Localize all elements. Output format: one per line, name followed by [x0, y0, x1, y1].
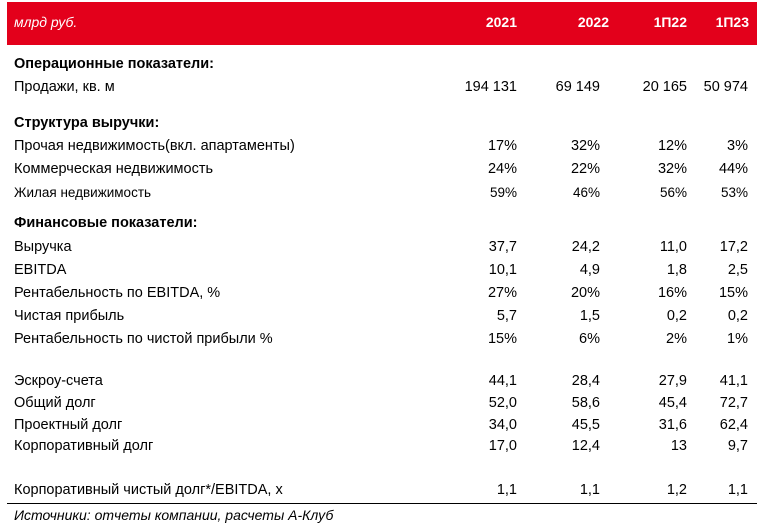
col-header-1p22: 1П22 [653, 14, 687, 30]
table-row: Жилая недвижимость 59% 46% 56% 53% [14, 185, 748, 200]
section-title-financial: Финансовые показатели: [14, 215, 198, 231]
table-row: Проектный долг 34,0 45,5 31,6 62,4 [14, 417, 748, 433]
source-note: Источники: отчеты компании, расчеты А-Кл… [14, 507, 334, 523]
table-row: Продажи, кв. м 194 131 69 149 20 165 50 … [14, 79, 748, 95]
table-row: Рентабельность по чистой прибыли % 15% 6… [14, 331, 748, 347]
table-row: Эскроу-счета 44,1 28,4 27,9 41,1 [14, 373, 748, 389]
table-row: Корпоративный чистый долг*/EBITDA, x 1,1… [14, 482, 748, 498]
section-title-operational: Операционные показатели: [14, 56, 215, 72]
table-row: Коммерческая недвижимость 24% 22% 32% 44… [14, 161, 748, 177]
col-header-2022: 2022 [577, 14, 609, 30]
table-row: Прочая недвижимость(вкл. апартаменты) 17… [14, 138, 748, 154]
col-header-1p23: 1П23 [715, 14, 749, 30]
table-row: Общий долг 52,0 58,6 45,4 72,7 [14, 395, 748, 411]
table-row: Рентабельность по EBITDA, % 27% 20% 16% … [14, 285, 748, 301]
table-row: EBITDA 10,1 4,9 1,8 2,5 [14, 262, 748, 278]
table-row: Корпоративный долг 17,0 12,4 13 9,7 [14, 438, 748, 454]
table-row: Чистая прибыль 5,7 1,5 0,2 0,2 [14, 308, 748, 324]
table-header: млрд руб. 2021 2022 1П22 1П23 [7, 2, 757, 45]
table-row: Выручка 37,7 24,2 11,0 17,2 [14, 239, 748, 255]
section-title-revenue-structure: Структура выручки: [14, 115, 160, 131]
footer-divider [7, 503, 757, 504]
unit-label: млрд руб. [14, 14, 78, 30]
col-header-2021: 2021 [485, 14, 517, 30]
